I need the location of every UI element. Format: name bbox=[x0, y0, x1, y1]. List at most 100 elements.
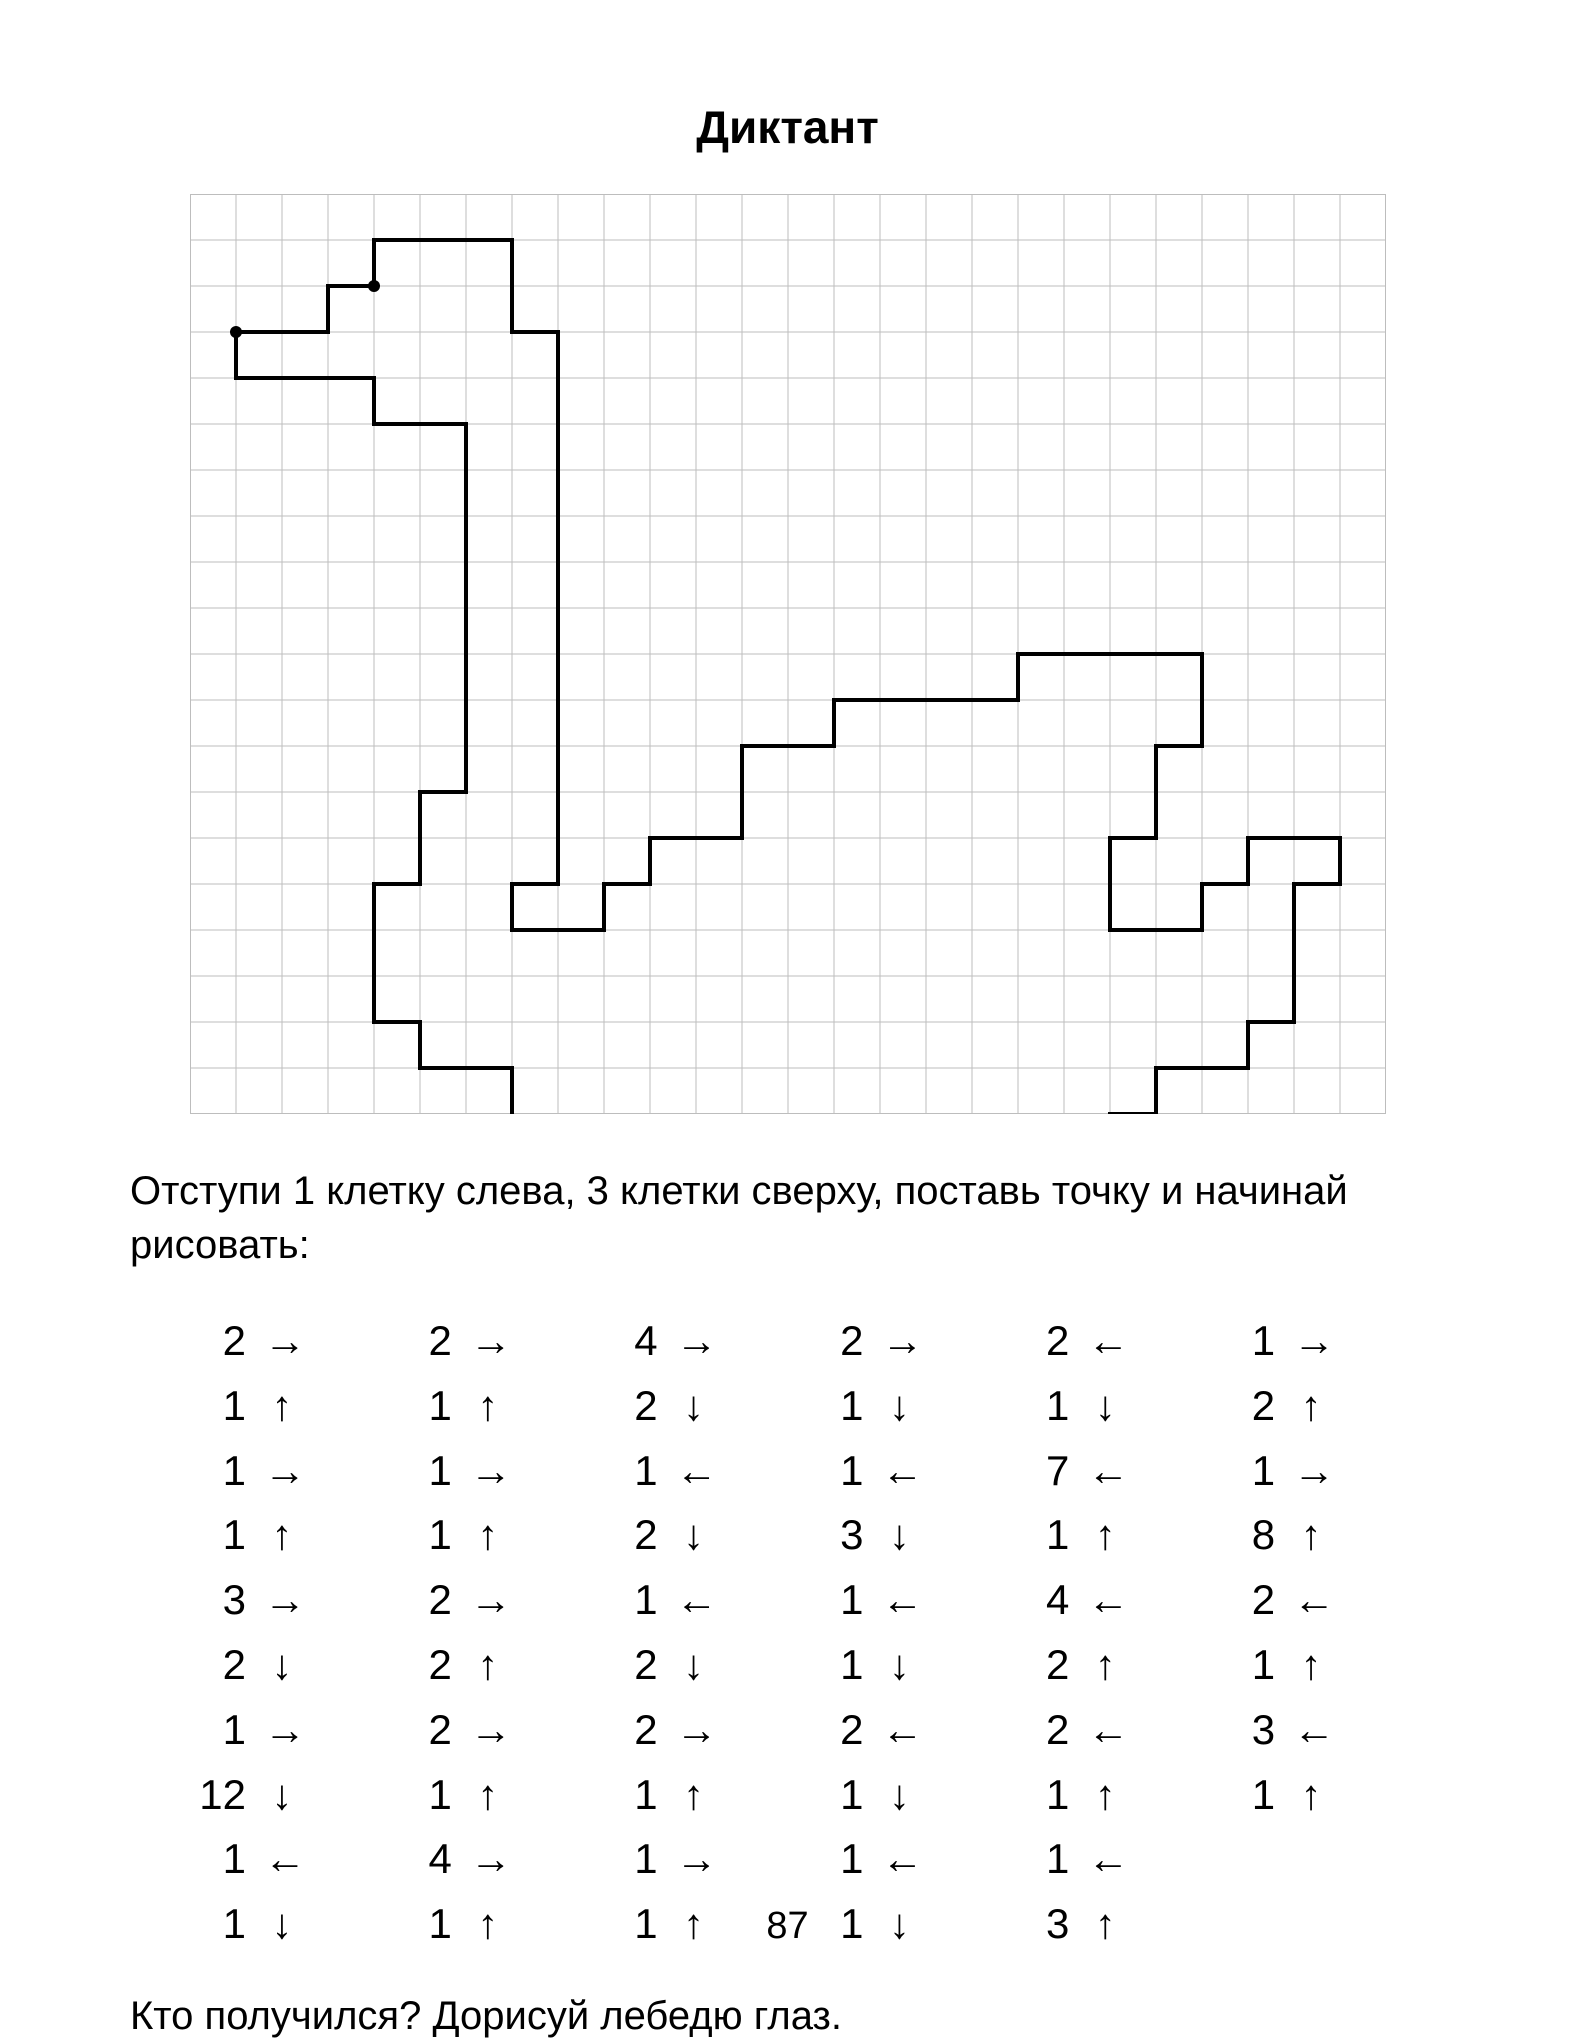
arrow-icon: ← bbox=[881, 1442, 917, 1501]
step-cell: 2← bbox=[807, 1701, 973, 1760]
arrow-icon: ↓ bbox=[881, 1377, 917, 1436]
step-number: 1 bbox=[190, 1830, 246, 1889]
step-cell: 2← bbox=[1219, 1571, 1385, 1630]
start-dot bbox=[230, 326, 242, 338]
step-number: 1 bbox=[602, 1830, 658, 1889]
step-cell: 1↑ bbox=[396, 1506, 562, 1565]
step-cell: 1→ bbox=[1219, 1312, 1385, 1371]
step-cell: 1↓ bbox=[807, 1766, 973, 1825]
step-cell: 1↓ bbox=[807, 1636, 973, 1695]
step-cell: 2→ bbox=[396, 1312, 562, 1371]
step-number: 2 bbox=[807, 1701, 863, 1760]
step-cell: 2↓ bbox=[602, 1506, 768, 1565]
arrow-icon: → bbox=[264, 1312, 300, 1371]
step-number: 1 bbox=[807, 1766, 863, 1825]
step-number: 1 bbox=[396, 1506, 452, 1565]
arrow-icon: ↑ bbox=[264, 1506, 300, 1565]
arrow-icon: → bbox=[1293, 1312, 1329, 1371]
arrow-icon: ↑ bbox=[1293, 1377, 1329, 1436]
step-number: 1 bbox=[396, 1442, 452, 1501]
arrow-icon: ↑ bbox=[264, 1377, 300, 1436]
step-number: 2 bbox=[396, 1571, 452, 1630]
step-cell: 2→ bbox=[807, 1312, 973, 1371]
arrow-icon: → bbox=[264, 1571, 300, 1630]
step-number: 2 bbox=[1219, 1377, 1275, 1436]
step-number: 1 bbox=[396, 1766, 452, 1825]
step-number: 1 bbox=[807, 1571, 863, 1630]
arrow-icon: ← bbox=[1293, 1571, 1329, 1630]
step-cell: 2→ bbox=[602, 1701, 768, 1760]
arrow-icon: ← bbox=[1087, 1701, 1123, 1760]
step-number: 1 bbox=[190, 1506, 246, 1565]
grid-svg bbox=[190, 194, 1386, 1114]
step-cell: 2→ bbox=[396, 1571, 562, 1630]
step-cell: 3→ bbox=[190, 1571, 356, 1630]
arrow-icon: ↑ bbox=[470, 1506, 506, 1565]
step-number: 1 bbox=[190, 1442, 246, 1501]
step-number: 1 bbox=[1219, 1312, 1275, 1371]
arrow-icon: ↓ bbox=[264, 1766, 300, 1825]
arrow-icon: → bbox=[1293, 1442, 1329, 1501]
arrow-icon: ↑ bbox=[1293, 1766, 1329, 1825]
step-number: 4 bbox=[1013, 1571, 1069, 1630]
arrow-icon: → bbox=[470, 1442, 506, 1501]
arrow-icon: ↑ bbox=[1293, 1506, 1329, 1565]
step-cell: 1↑ bbox=[1219, 1766, 1385, 1825]
step-number: 1 bbox=[807, 1377, 863, 1436]
step-number: 1 bbox=[190, 1701, 246, 1760]
step-cell: 8↑ bbox=[1219, 1506, 1385, 1565]
step-number: 1 bbox=[807, 1442, 863, 1501]
arrow-icon: → bbox=[676, 1701, 712, 1760]
step-number: 7 bbox=[1013, 1442, 1069, 1501]
step-cell: 1← bbox=[602, 1442, 768, 1501]
arrow-icon: → bbox=[470, 1701, 506, 1760]
step-cell: 2↑ bbox=[1013, 1636, 1179, 1695]
step-number: 2 bbox=[602, 1506, 658, 1565]
step-cell: 1← bbox=[807, 1442, 973, 1501]
arrow-icon: → bbox=[881, 1312, 917, 1371]
step-cell: 2→ bbox=[396, 1701, 562, 1760]
arrow-icon: ← bbox=[1293, 1701, 1329, 1760]
arrow-icon: ↑ bbox=[1087, 1506, 1123, 1565]
step-cell: 1→ bbox=[190, 1701, 356, 1760]
step-number: 2 bbox=[396, 1701, 452, 1760]
arrow-icon: ↓ bbox=[676, 1506, 712, 1565]
steps-table: 2→2→4→2→2←1→1↑1↑2↓1↓1↓2↑1→1→1←1←7←1→1↑1↑… bbox=[190, 1312, 1385, 1954]
arrow-icon: ↑ bbox=[470, 1766, 506, 1825]
step-number: 2 bbox=[602, 1377, 658, 1436]
step-cell: 1↑ bbox=[396, 1377, 562, 1436]
step-cell: 2↓ bbox=[602, 1377, 768, 1436]
step-number: 12 bbox=[190, 1766, 246, 1825]
step-cell: 1↑ bbox=[190, 1506, 356, 1565]
step-cell: 1← bbox=[807, 1830, 973, 1889]
step-number: 1 bbox=[602, 1766, 658, 1825]
question-text: Кто получился? Дорисуй лебедю глаз. bbox=[130, 1994, 1445, 2039]
step-cell: 1→ bbox=[190, 1442, 356, 1501]
step-cell: 12 ↓ bbox=[190, 1766, 356, 1825]
step-number: 1 bbox=[1013, 1506, 1069, 1565]
step-number: 1 bbox=[1219, 1442, 1275, 1501]
step-cell: 2↓ bbox=[190, 1636, 356, 1695]
arrow-icon: ← bbox=[881, 1830, 917, 1889]
arrow-icon: ↓ bbox=[676, 1377, 712, 1436]
step-number: 1 bbox=[602, 1571, 658, 1630]
eye-dot bbox=[368, 280, 380, 292]
step-number: 2 bbox=[807, 1312, 863, 1371]
step-number: 3 bbox=[190, 1571, 246, 1630]
step-cell: 2↓ bbox=[602, 1636, 768, 1695]
step-number: 2 bbox=[602, 1701, 658, 1760]
arrow-icon: ↓ bbox=[264, 1636, 300, 1695]
step-cell: 2← bbox=[1013, 1701, 1179, 1760]
arrow-icon: ↑ bbox=[1293, 1636, 1329, 1695]
step-number: 1 bbox=[190, 1377, 246, 1436]
arrow-icon: → bbox=[264, 1442, 300, 1501]
arrow-icon: → bbox=[676, 1312, 712, 1371]
step-cell: 2→ bbox=[190, 1312, 356, 1371]
step-cell: 1↑ bbox=[396, 1766, 562, 1825]
arrow-icon: ↓ bbox=[881, 1766, 917, 1825]
step-number: 1 bbox=[807, 1830, 863, 1889]
arrow-icon: → bbox=[676, 1830, 712, 1889]
step-number: 1 bbox=[807, 1636, 863, 1695]
step-number: 1 bbox=[396, 1377, 452, 1436]
step-cell: 1← bbox=[807, 1571, 973, 1630]
